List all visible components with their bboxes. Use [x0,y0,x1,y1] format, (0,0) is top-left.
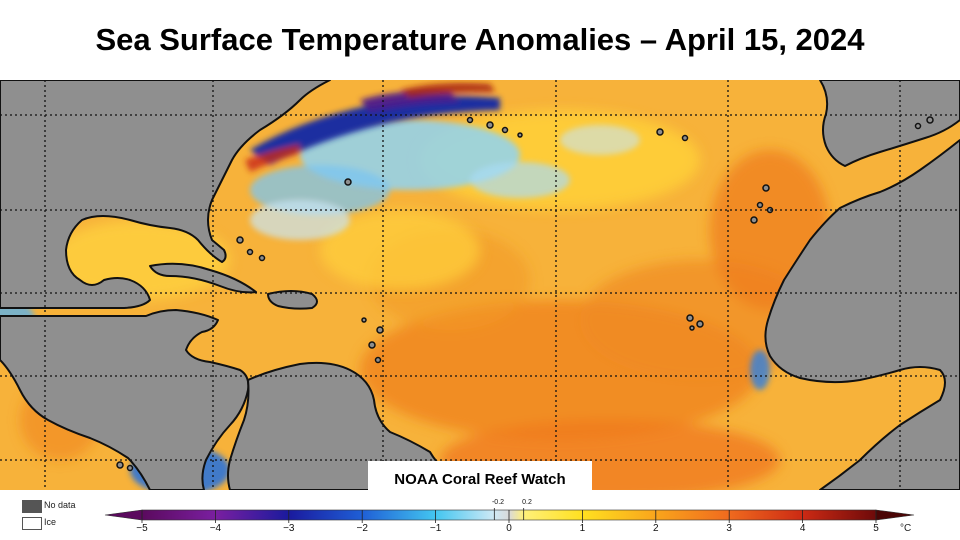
colorbar-tick-label: −3 [283,523,295,534]
land-cuba [149,262,257,294]
land-north-america [0,80,331,309]
sst-anomaly-map [0,80,960,490]
land-central-america [0,309,250,490]
land-masses [0,80,960,490]
colorbar-tick-label: 5 [873,523,879,534]
tick-label-pos0.2: 0.2 [522,499,532,506]
colorbar-tick-label: −4 [209,523,222,534]
tick-label-neg0.2: -0.2 [491,499,505,506]
map-title: Sea Surface Temperature Anomalies – Apri… [95,22,865,57]
map-canvas [0,80,960,490]
land-south-america [227,361,471,490]
no-data-label: No data [44,500,76,510]
cold-anomaly-band [245,82,500,172]
colorbar-low-arrow [104,509,143,521]
colorbar-tick-label: 0 [506,523,512,534]
legend-panel: No data Ice −5 −4 −3 −2 −1 0 1 [0,490,960,540]
ice-label: Ice [44,517,57,527]
ice-swatch [22,517,42,530]
colorbar-high-arrow [875,509,915,521]
colorbar-tick-label: 3 [726,523,732,534]
colorbar [104,508,915,523]
colorbar-tick-label: −2 [356,523,368,534]
unit-label: °C [900,523,912,534]
colorbar-tick-label: 1 [579,523,586,534]
colorbar-tick-label: −1 [429,523,442,534]
colorbar-tick-label: 2 [653,523,659,534]
land-iberia [819,80,960,167]
cool-anomaly-regions [0,120,770,490]
land-hispaniola [267,290,318,310]
no-data-swatch [22,500,42,513]
land-africa [764,139,960,490]
colorbar-ticks [141,508,877,523]
colorbar-tick-label: −5 [136,523,148,534]
graticule [0,80,960,490]
colorbar-tick-label: 4 [799,523,806,534]
